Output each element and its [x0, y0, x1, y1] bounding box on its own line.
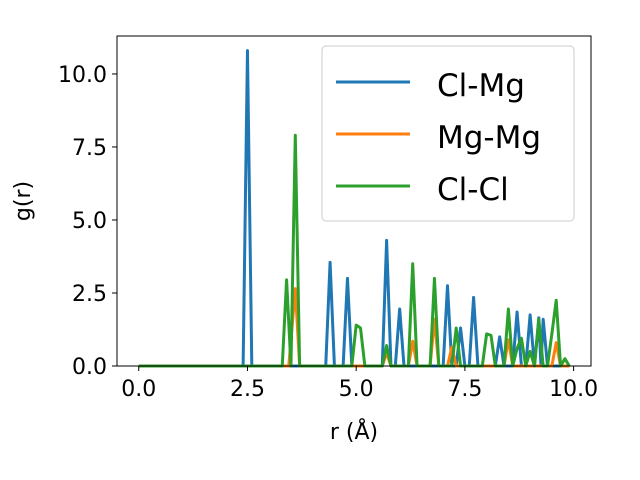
- x-axis: 0.0 2.5 5.0 7.5 10.0: [121, 366, 598, 402]
- series-line-cl-cl: [138, 133, 571, 368]
- legend-label-mg-mg: Mg-Mg: [437, 120, 541, 156]
- y-axis-label: g(r): [11, 181, 36, 221]
- legend-box: [321, 45, 575, 222]
- legend-label-cl-mg: Cl-Mg: [437, 68, 525, 104]
- y-tick-label: 7.5: [72, 136, 107, 161]
- x-axis-label: r (Å): [330, 418, 378, 445]
- y-tick-label: 2.5: [72, 282, 107, 307]
- legend: Cl-Mg Mg-Mg Cl-Cl: [321, 45, 575, 222]
- x-tick-label: 0.0: [121, 377, 156, 402]
- legend-entry-cl-cl: Cl-Cl: [336, 172, 509, 208]
- y-tick-label: 10.0: [58, 63, 107, 88]
- y-tick-label: 0.0: [72, 355, 107, 380]
- plot-frame: [116, 35, 592, 367]
- y-axis: 0.0 2.5 5.0 7.5 10.0: [58, 63, 117, 380]
- legend-entry-mg-mg: Mg-Mg: [336, 120, 541, 156]
- x-tick-label: 10.0: [549, 377, 598, 402]
- legend-label-cl-cl: Cl-Cl: [437, 172, 509, 208]
- legend-entry-cl-mg: Cl-Mg: [336, 68, 525, 104]
- y-tick-label: 5.0: [72, 209, 107, 234]
- x-tick-label: 7.5: [447, 377, 482, 402]
- x-tick-label: 2.5: [230, 377, 265, 402]
- x-tick-label: 5.0: [339, 377, 374, 402]
